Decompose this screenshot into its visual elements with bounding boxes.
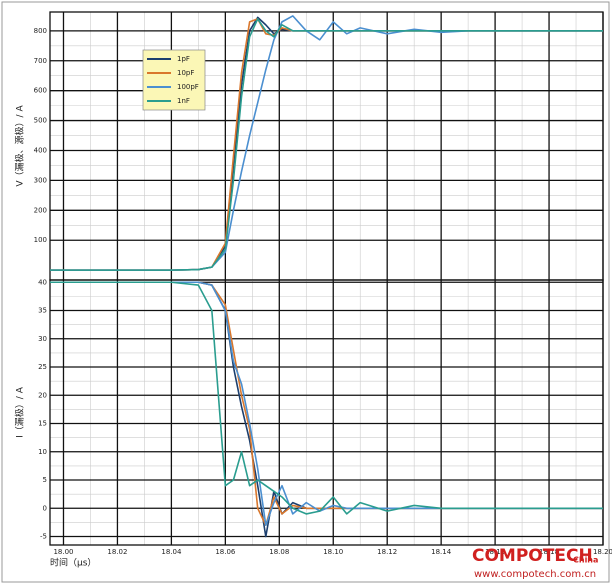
- watermark-suffix: China: [573, 556, 598, 565]
- y-axis-title: V（漏极、源极）/ A: [14, 105, 26, 187]
- x-tick-label: 18.12: [377, 548, 397, 556]
- series-line: [50, 281, 603, 515]
- y-tick-label: 35: [38, 307, 47, 315]
- legend-label: 10pF: [177, 69, 194, 77]
- y-tick-label: 30: [38, 335, 47, 343]
- legend-label: 1nF: [177, 97, 190, 105]
- y-tick-label: 400: [34, 146, 47, 154]
- x-tick-label: 18.10: [323, 548, 343, 556]
- legend-label: 100pF: [177, 83, 199, 91]
- y-tick-label: 100: [34, 236, 47, 244]
- series-line: [50, 18, 603, 271]
- x-tick-label: 18.20: [593, 548, 612, 556]
- series-line: [50, 18, 603, 271]
- x-tick-label: 18.06: [215, 548, 236, 556]
- series-line: [50, 16, 603, 271]
- y-tick-label: 40: [38, 278, 47, 286]
- legend-label: 1pF: [177, 55, 190, 63]
- y-tick-label: 300: [34, 176, 47, 184]
- y-tick-label: 5: [43, 476, 47, 484]
- x-tick-label: 18.02: [107, 548, 127, 556]
- series-line: [50, 15, 603, 271]
- y-tick-label: 10: [38, 448, 47, 456]
- watermark-brand: COMPOTECH: [472, 546, 593, 566]
- plot-border: [49, 279, 604, 546]
- y-tick-label: 25: [38, 363, 47, 371]
- y-tick-label: 800: [34, 27, 47, 35]
- watermark-url: www.compotech.com.cn: [474, 569, 596, 580]
- x-tick-label: 18.16: [485, 548, 506, 556]
- x-tick-label: 18.08: [269, 548, 289, 556]
- y-tick-label: -5: [40, 533, 47, 541]
- x-tick-label: 18.04: [161, 548, 182, 556]
- y-tick-label: 15: [38, 420, 47, 428]
- series-line: [50, 281, 603, 527]
- y-tick-label: 0: [43, 504, 47, 512]
- y-tick-label: 700: [34, 57, 47, 65]
- y-tick-label: 200: [34, 206, 47, 214]
- x-tick-label: 18.18: [539, 548, 559, 556]
- x-axis-title: 时间（μs）: [50, 557, 96, 569]
- y-axis-title: I（漏极）/ A: [14, 386, 26, 438]
- x-tick-label: 18.14: [431, 548, 452, 556]
- y-tick-label: 600: [34, 87, 47, 95]
- y-tick-label: 20: [38, 391, 47, 399]
- y-tick-label: 500: [34, 117, 47, 125]
- series-line: [50, 281, 603, 527]
- x-tick-label: 18.00: [53, 548, 73, 556]
